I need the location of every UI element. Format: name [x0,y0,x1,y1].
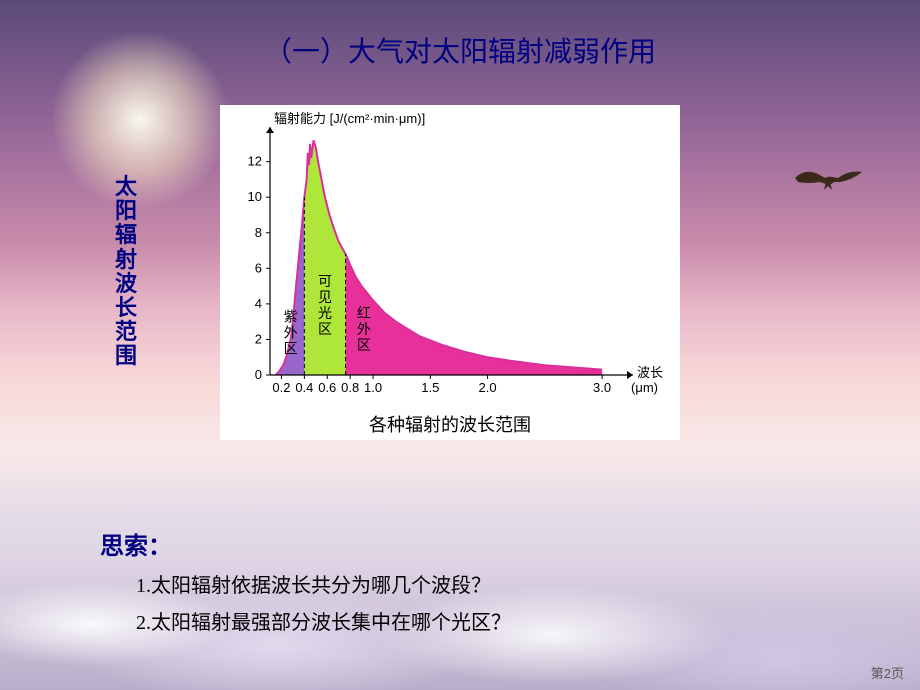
question-2: 2.太阳辐射最强部分波长集中在哪个光区？ [136,606,860,635]
svg-text:0.4: 0.4 [295,380,313,395]
svg-text:紫: 紫 [284,310,298,326]
svg-text:10: 10 [248,189,262,204]
svg-text:区: 区 [357,338,371,354]
svg-text:3.0: 3.0 [593,380,611,395]
svg-text:12: 12 [248,154,262,169]
question-block: 思索： 1.太阳辐射依据波长共分为哪几个波段？ 2.太阳辐射最强部分波长集中在哪… [100,526,860,635]
svg-text:(μm): (μm) [631,380,658,395]
svg-text:6: 6 [255,260,262,275]
svg-text:1.0: 1.0 [364,380,382,395]
svg-text:4: 4 [255,296,262,311]
svg-text:光: 光 [318,306,332,322]
question-1: 1.太阳辐射依据波长共分为哪几个波段？ [136,569,860,598]
chart-caption: 各种辐射的波长范围 [220,405,680,437]
slide-title: （一）大气对太阳辐射减弱作用 [0,30,920,70]
svg-text:波长: 波长 [637,365,663,380]
svg-text:外: 外 [357,322,371,338]
radiation-chart: 紫外区可见光区红外区0246810120.20.40.60.81.01.52.0… [220,105,680,440]
svg-text:8: 8 [255,225,262,240]
svg-text:1.5: 1.5 [421,380,439,395]
svg-text:0: 0 [255,367,262,382]
svg-text:区: 区 [284,342,298,358]
svg-text:可: 可 [318,275,332,290]
svg-text:区: 区 [318,322,332,338]
svg-text:0.6: 0.6 [318,380,336,395]
vertical-axis-label: 太阳辐射波长范围 [115,175,137,369]
svg-text:见: 见 [318,291,332,306]
svg-text:2.0: 2.0 [479,380,497,395]
slide-content: （一）大气对太阳辐射减弱作用 太阳辐射波长范围 紫外区可见光区红外区024681… [0,0,920,690]
svg-text:红: 红 [357,306,371,322]
svg-text:2: 2 [255,331,262,346]
svg-text:辐射能力 [J/(cm²·min·μm)]: 辐射能力 [J/(cm²·min·μm)] [274,111,425,126]
question-title: 思索： [100,526,860,561]
svg-text:0.2: 0.2 [272,380,290,395]
svg-text:外: 外 [284,326,298,342]
chart-svg: 紫外区可见光区红外区0246810120.20.40.60.81.01.52.0… [220,105,680,405]
page-number: 第2页 [871,663,904,682]
svg-text:0.8: 0.8 [341,380,359,395]
